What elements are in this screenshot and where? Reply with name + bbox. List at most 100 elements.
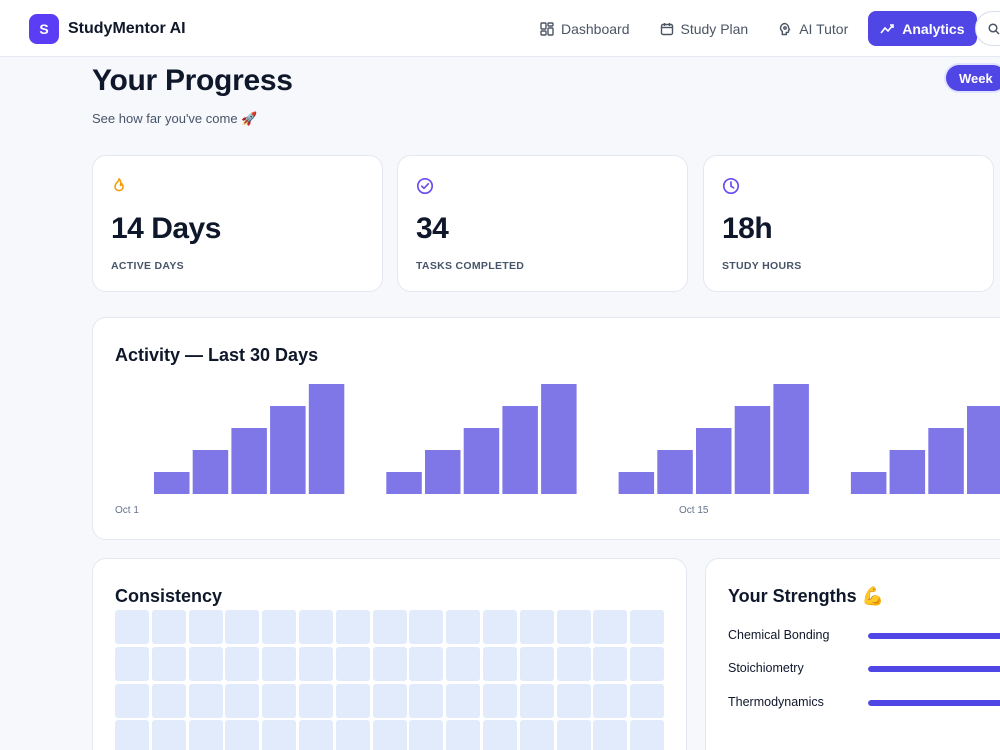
heatmap-cell [262,683,297,718]
consistency-heatmap [115,610,665,750]
heatmap-cell [519,683,554,718]
strength-bar-track [868,666,1000,672]
activity-bar [928,428,964,494]
activity-bar [889,450,926,494]
heatmap-cell [151,683,186,718]
heatmap-cell [335,683,370,718]
heatmap-cell [298,646,333,681]
heatmap-cell [409,683,444,718]
heatmap-cell [409,646,444,681]
heatmap-cell [262,610,297,644]
strengths-card: Your Strengths 💪 Chemical Bonding Stoich… [705,558,1000,750]
activity-bar [270,406,306,494]
nav-study-plan-label: Study Plan [680,20,749,37]
x-tick-label: Oct 15 [679,505,709,516]
heatmap-cell [409,720,444,750]
heatmap-cell [593,720,628,750]
strength-name: Chemical Bonding [728,628,830,642]
x-tick-label: Oct 1 [115,505,139,516]
heatmap-cell [151,720,186,750]
heatmap-cell [188,720,223,750]
activity-bar [541,384,577,494]
activity-bar [154,472,190,494]
heatmap-cell [372,646,407,681]
search-button[interactable] [975,11,1000,46]
heatmap-cell [446,683,481,718]
nav-analytics-label: Analytics [902,20,965,37]
activity-bar [696,428,732,494]
strength-bar-fill [868,666,1000,672]
heatmap-cell [446,720,481,750]
brain-icon [780,22,791,35]
heatmap-cell [556,646,591,681]
heatmap-cell [335,720,370,750]
heatmap-cell [593,646,628,681]
heatmap-cell [446,610,481,644]
heatmap-cell [298,610,333,644]
nav-dashboard[interactable]: Dashboard [528,11,642,46]
strength-bar-track [868,633,1000,639]
page-subtitle: See how far you've come 🚀 [92,111,258,126]
stat-card-study-hours: 18h STUDY HOURS [703,155,994,292]
page-title: Your Progress [92,64,293,97]
heatmap-cell [225,646,260,681]
heatmap-cell [556,683,591,718]
grid-icon [540,21,554,36]
brand[interactable]: S StudyMentor AI [29,14,186,44]
top-navbar: S StudyMentor AI Dashboard Study Plan AI… [0,0,1000,57]
strength-bar-track [868,700,1000,706]
period-toggle-week[interactable]: Week [946,65,1000,91]
activity-bar [425,450,461,494]
heatmap-cell [556,610,591,644]
stat-value: 14 Days [111,212,221,245]
stat-value: 18h [722,212,773,245]
heatmap-cell [188,683,223,718]
heatmap-cell [482,610,517,644]
heatmap-cell [593,683,628,718]
heatmap-cell [298,720,333,750]
activity-title: Activity — Last 30 Days [115,345,319,365]
activity-bar [192,450,229,494]
heatmap-cell [519,646,554,681]
heatmap-cell [115,683,149,718]
heatmap-cell [372,720,407,750]
strength-bar-fill [868,700,1000,706]
stat-card-tasks-completed: 34 TASKS COMPLETED [397,155,688,292]
nav-analytics[interactable]: Analytics [868,11,977,46]
heatmap-cell [115,720,149,750]
heatmap-cell [335,646,370,681]
strength-bar-fill [868,633,1000,639]
nav-dashboard-label: Dashboard [561,20,630,37]
consistency-card: Consistency [92,558,687,750]
nav-ai-tutor-label: AI Tutor [799,20,849,37]
heatmap-cell [225,610,260,644]
heatmap-cell [262,646,297,681]
heatmap-cell [409,610,444,644]
nav-study-plan[interactable]: Study Plan [648,11,761,46]
strength-row: Stoichiometry [728,661,1000,677]
heatmap-cell [446,646,481,681]
strength-row: Thermodynamics [728,695,1000,711]
calendar-icon [660,22,673,35]
activity-card: Activity — Last 30 Days Oct 1 Oct 15 [92,317,1000,540]
check-circle-icon [416,177,434,200]
heatmap-cell [482,720,517,750]
heatmap-cell [188,610,223,644]
heatmap-cell [519,720,554,750]
heatmap-cell [519,610,554,644]
strength-name: Thermodynamics [728,695,824,709]
activity-bar [773,384,809,494]
heatmap-cell [151,610,186,644]
stat-label: ACTIVE DAYS [111,260,184,272]
activity-bar [386,472,422,494]
stat-value: 34 [416,212,449,245]
consistency-title: Consistency [115,586,223,606]
heatmap-cell [630,646,665,681]
search-icon [988,22,1000,35]
activity-bar [657,450,693,494]
heatmap-cell [335,610,370,644]
activity-bar [231,428,267,494]
activity-bar [463,428,500,494]
nav-ai-tutor[interactable]: AI Tutor [766,11,860,46]
strength-row: Chemical Bonding [728,628,1000,644]
